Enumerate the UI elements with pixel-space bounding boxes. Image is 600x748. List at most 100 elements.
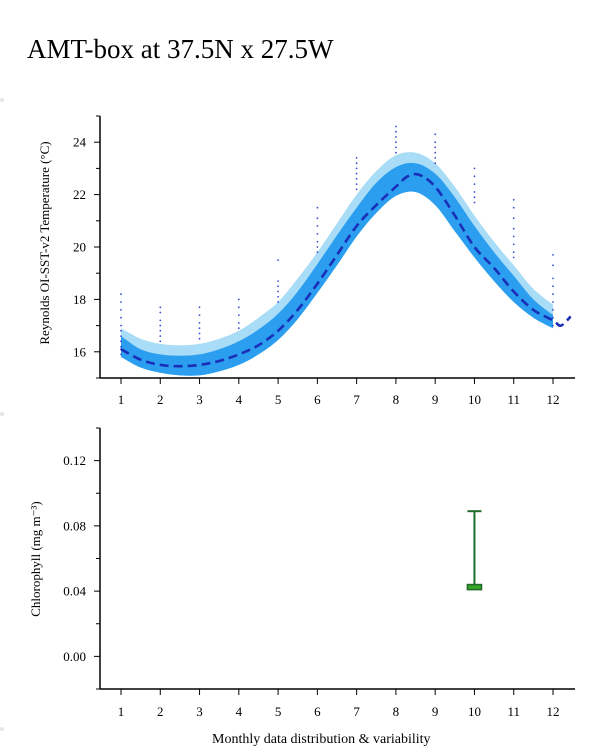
sst-observation-dot <box>552 264 554 267</box>
sst-observation-dot <box>316 206 319 209</box>
sst-x-tick-label: 7 <box>353 392 360 407</box>
sst-x-tick-label: 3 <box>196 392 203 407</box>
sst-x-tick-label: 2 <box>157 392 164 407</box>
sst-observations <box>120 125 554 356</box>
side-marker <box>0 98 4 102</box>
sst-observation-dot <box>120 345 122 348</box>
chl-box <box>466 583 483 591</box>
sst-x-tick-label: 8 <box>393 392 400 407</box>
sst-observation-dot <box>512 256 515 259</box>
sst-observation-dot <box>120 335 122 337</box>
sst-observation-dot <box>434 157 437 159</box>
chl-x-tick-label: 2 <box>157 704 164 719</box>
sst-observation-dot <box>198 306 201 309</box>
sst-observation-dot <box>512 198 515 201</box>
side-marker <box>0 412 4 416</box>
sst-mean-line <box>120 172 572 368</box>
sst-y-tick-label: 22 <box>73 187 86 202</box>
sst-observation-dot <box>355 157 358 159</box>
sst-observation-dot <box>316 233 319 235</box>
sst-observation-dot <box>198 327 201 330</box>
sst-observation-dot <box>473 167 476 170</box>
sst-observation-dot <box>277 285 279 288</box>
sst-observation-dot <box>512 235 515 238</box>
sst-observation-dot <box>512 217 515 220</box>
sst-observation-dot <box>552 293 554 296</box>
chl-x-tick-label: 11 <box>507 704 520 719</box>
sst-observation-dot <box>473 175 476 178</box>
sst-observation-dot <box>316 251 319 254</box>
sst-observation-dot <box>120 316 122 319</box>
sst-observation-dot <box>395 146 397 149</box>
sst-observation-dot <box>237 327 240 330</box>
sst-bands <box>121 152 553 376</box>
sst-observation-dot <box>316 240 319 243</box>
sst-observation-dot <box>277 295 279 298</box>
sst-observation-dot <box>159 311 162 314</box>
sst-observation-dot <box>277 280 279 282</box>
sst-observation-dot <box>434 151 437 154</box>
chl-y-tick-label: 0.08 <box>63 518 86 533</box>
page-title: AMT-box at 37.5N x 27.5W <box>27 34 334 64</box>
chl-x-tick-label: 1 <box>118 704 125 719</box>
sst-observation-dot <box>159 340 162 343</box>
chl-x-tick-label: 12 <box>547 704 560 719</box>
chl-axes: 0.000.040.080.121 2 3 4 5 6 7 8 9 10 11 12 <box>63 427 575 719</box>
sst-observation-dot <box>355 167 358 170</box>
sst-observation-dot <box>120 353 122 356</box>
sst-observation-dot <box>198 314 201 316</box>
chl-x-tick-label: 9 <box>432 704 439 719</box>
sst-observation-dot <box>395 136 397 138</box>
chl-x-tick-label: 4 <box>236 704 243 719</box>
sst-observation-dot <box>395 130 397 133</box>
sst-observation-dot <box>120 293 122 296</box>
sst-observation-dot <box>120 324 122 327</box>
sst-observation-dot <box>237 298 240 301</box>
chl-y-axis-label: Chlorophyll (mg m⁻³) <box>28 501 43 616</box>
sst-observation-dot <box>552 301 554 303</box>
sst-observation-dot <box>277 290 279 293</box>
sst-observation-dot <box>434 133 437 136</box>
sst-observation-dot <box>473 191 476 193</box>
sst-observation-dot <box>552 277 554 280</box>
sst-x-tick-label: 11 <box>507 392 520 407</box>
sst-y-tick-label: 18 <box>73 292 86 307</box>
chl-y-tick-label: 0.04 <box>63 584 86 599</box>
sst-observation-dot <box>198 332 201 335</box>
sst-observation-dot <box>395 151 397 154</box>
sst-x-tick-label: 6 <box>314 392 321 407</box>
sst-observation-dot <box>552 309 554 311</box>
sst-observation-dot <box>159 335 162 337</box>
sst-observation-dot <box>159 324 162 327</box>
sst-observation-dot <box>395 125 397 128</box>
chl-chart: 0.000.040.080.121 2 3 4 5 6 7 8 9 10 11 12 Chloroph… <box>28 427 575 719</box>
sst-observation-dot <box>316 225 319 227</box>
sst-observation-dot <box>473 201 476 204</box>
sst-observation-dot <box>355 188 358 191</box>
sst-observation-dot <box>355 162 358 165</box>
chl-x-tick-label: 10 <box>468 704 481 719</box>
sst-observation-dot <box>434 146 437 149</box>
chl-x-tick-label: 3 <box>196 704 203 719</box>
chl-x-tick-label: 5 <box>275 704 282 719</box>
sst-observation-dot <box>434 162 437 165</box>
sst-observation-dot <box>120 301 122 303</box>
sst-observation-dot <box>198 337 201 340</box>
sst-x-tick-label: 5 <box>275 392 282 407</box>
sst-observation-dot <box>120 329 122 332</box>
sst-observation-dot <box>355 172 358 175</box>
sst-observation-dot <box>237 314 240 316</box>
sst-observation-dot <box>512 206 515 209</box>
chl-x-tick-label: 7 <box>353 704 360 719</box>
chl-x-tick-label: 8 <box>393 704 400 719</box>
sst-observation-dot <box>473 196 476 199</box>
sst-observation-dot <box>159 319 162 322</box>
sst-y-tick-label: 16 <box>73 344 87 359</box>
sst-x-tick-label: 9 <box>432 392 439 407</box>
sst-observation-dot <box>355 178 358 180</box>
sst-observation-dot <box>120 340 122 343</box>
sst-observation-dot <box>473 183 476 186</box>
chl-boxes <box>466 510 483 591</box>
